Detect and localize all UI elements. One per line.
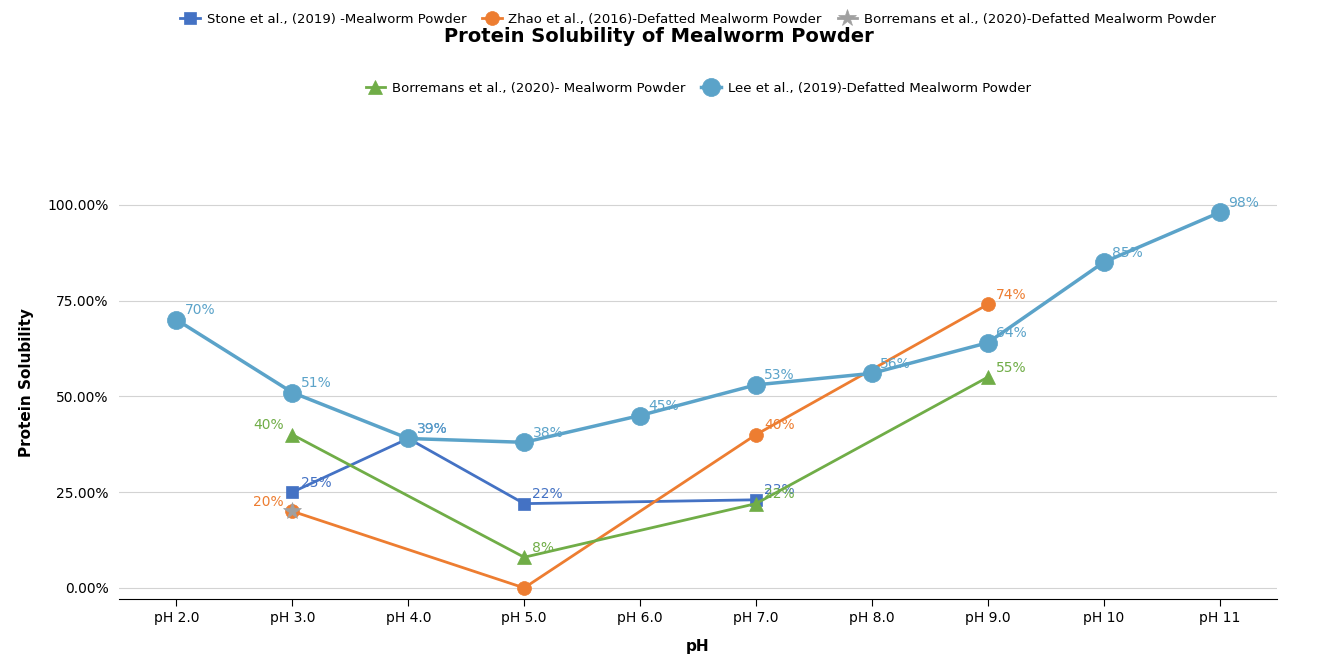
- Text: 56%: 56%: [880, 357, 911, 371]
- Line: Lee et al., (2019)-Defatted Mealworm Powder: Lee et al., (2019)-Defatted Mealworm Pow…: [167, 203, 1229, 452]
- Text: 23%: 23%: [764, 484, 795, 498]
- Line: Zhao et al., (2016)-Defatted Mealworm Powder: Zhao et al., (2016)-Defatted Mealworm Po…: [286, 298, 994, 595]
- Borremans et al., (2020)- Mealworm Powder: [284, 431, 300, 439]
- Lee et al., (2019)-Defatted Mealworm Powder: [864, 370, 880, 378]
- Borremans et al., (2020)- Mealworm Powder: [748, 500, 764, 507]
- Line: Borremans et al., (2020)- Mealworm Powder: Borremans et al., (2020)- Mealworm Powde…: [286, 370, 994, 564]
- Lee et al., (2019)-Defatted Mealworm Powder: [169, 316, 184, 324]
- Text: 74%: 74%: [996, 288, 1027, 302]
- Text: 39%: 39%: [416, 422, 448, 436]
- Borremans et al., (2020)- Mealworm Powder: [980, 373, 996, 381]
- Lee et al., (2019)-Defatted Mealworm Powder: [632, 412, 648, 420]
- Lee et al., (2019)-Defatted Mealworm Powder: [284, 388, 300, 396]
- Line: Stone et al., (2019) -Mealworm Powder: Stone et al., (2019) -Mealworm Powder: [286, 432, 763, 510]
- X-axis label: pH: pH: [686, 639, 710, 654]
- Text: 40%: 40%: [764, 418, 795, 432]
- Text: 38%: 38%: [532, 426, 564, 440]
- Text: 20%: 20%: [253, 495, 284, 509]
- Zhao et al., (2016)-Defatted Mealworm Powder: [516, 584, 532, 592]
- Text: 25%: 25%: [300, 476, 332, 490]
- Text: 40%: 40%: [253, 418, 284, 432]
- Zhao et al., (2016)-Defatted Mealworm Powder: [284, 507, 300, 515]
- Lee et al., (2019)-Defatted Mealworm Powder: [980, 339, 996, 347]
- Lee et al., (2019)-Defatted Mealworm Powder: [516, 438, 532, 446]
- Text: 55%: 55%: [996, 361, 1027, 375]
- Stone et al., (2019) -Mealworm Powder: [516, 500, 532, 507]
- Text: 22%: 22%: [764, 487, 795, 501]
- Text: 85%: 85%: [1112, 246, 1143, 260]
- Text: 51%: 51%: [300, 376, 332, 390]
- Borremans et al., (2020)- Mealworm Powder: [516, 553, 532, 561]
- Legend: Borremans et al., (2020)- Mealworm Powder, Lee et al., (2019)-Defatted Mealworm : Borremans et al., (2020)- Mealworm Powde…: [362, 78, 1034, 99]
- Y-axis label: Protein Solubility: Protein Solubility: [18, 308, 33, 458]
- Lee et al., (2019)-Defatted Mealworm Powder: [400, 434, 416, 442]
- Text: 45%: 45%: [648, 399, 680, 413]
- Zhao et al., (2016)-Defatted Mealworm Powder: [980, 300, 996, 308]
- Text: 98%: 98%: [1227, 196, 1259, 210]
- Text: 39%: 39%: [416, 422, 448, 436]
- Stone et al., (2019) -Mealworm Powder: [748, 496, 764, 503]
- Text: 64%: 64%: [996, 326, 1027, 340]
- Zhao et al., (2016)-Defatted Mealworm Powder: [748, 431, 764, 439]
- Stone et al., (2019) -Mealworm Powder: [400, 434, 416, 442]
- Lee et al., (2019)-Defatted Mealworm Powder: [1096, 258, 1112, 266]
- Text: 22%: 22%: [532, 487, 564, 501]
- Lee et al., (2019)-Defatted Mealworm Powder: [748, 381, 764, 389]
- Text: 8%: 8%: [532, 541, 554, 555]
- Text: 70%: 70%: [184, 303, 216, 317]
- Lee et al., (2019)-Defatted Mealworm Powder: [1212, 208, 1227, 216]
- Text: 53%: 53%: [764, 368, 795, 382]
- Stone et al., (2019) -Mealworm Powder: [284, 488, 300, 496]
- Text: Protein Solubility of Mealworm Powder: Protein Solubility of Mealworm Powder: [444, 27, 873, 46]
